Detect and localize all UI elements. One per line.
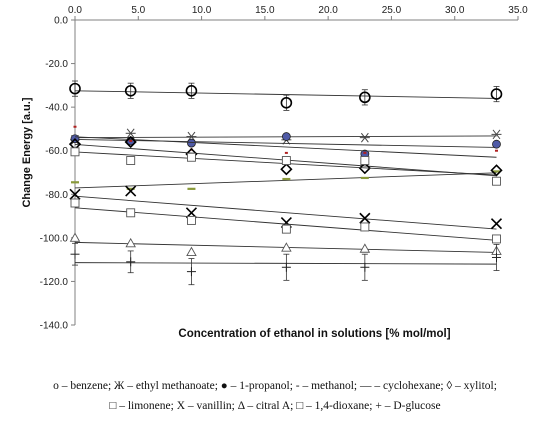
trendline-1-4-dioxane: [74, 207, 497, 241]
point-ethyl-methanoate: [359, 132, 370, 143]
trendline-d-glucose: [74, 262, 497, 265]
point-ethyl-methanoate: [125, 128, 136, 139]
point-xylitol: [358, 162, 371, 175]
legend-line-1: o – benzene; Ж – ethyl methanoate; ● – 1…: [53, 380, 497, 392]
point-vanillin: [359, 212, 371, 224]
x-tick-label: 30.0: [445, 5, 465, 16]
point-vanillin-stroke: [490, 218, 503, 230]
x-tick-label: 10.0: [192, 5, 212, 16]
y-tick-label: -40.0: [45, 103, 68, 114]
point-vanillin: [69, 188, 81, 200]
point-d-glucose: [360, 262, 370, 272]
point-benzene: [359, 91, 371, 104]
y-tick-label: -100.0: [40, 233, 69, 244]
point-ethyl-methanoate-stroke: [492, 129, 501, 140]
y-axis-label: Change Energy [a.u.]: [21, 97, 33, 207]
trendline-vanillin: [74, 195, 497, 230]
point-citral-a: [281, 242, 292, 252]
x-tick-label: 5.0: [131, 5, 145, 16]
point-limonene: [360, 156, 370, 165]
point-1-4-dioxane: [492, 234, 501, 244]
x-tick-label: 15.0: [255, 5, 275, 16]
point-1-propanol: [492, 139, 501, 149]
point-1-propanol: [187, 138, 196, 148]
point-vanillin-stroke: [69, 188, 81, 200]
trendline-benzene: [74, 90, 497, 99]
scatter-chart: 0.0 5.0 10.0 15.0 20.0 25.0 30.0 35.0 0.0 -20.0 -4…: [21, 5, 528, 340]
point-citral-a: [125, 237, 136, 248]
point-limonene: [126, 156, 136, 165]
x-tick-label: 20.0: [318, 5, 338, 16]
point-citral-a: [186, 246, 197, 256]
point-d-glucose: [491, 252, 501, 262]
point-limonene: [281, 156, 291, 165]
point-vanillin: [125, 185, 137, 197]
trendline-methanol: [74, 136, 497, 158]
point-1-4-dioxane: [360, 222, 370, 232]
point-benzene: [69, 82, 81, 95]
point-1-4-dioxane: [186, 215, 196, 225]
point-d-glucose: [281, 262, 291, 272]
point-citral-a: [359, 243, 371, 253]
point-1-4-dioxane: [126, 208, 136, 218]
point-citral-a: [69, 232, 81, 242]
x-tick-label: 25.0: [382, 5, 402, 16]
point-1-4-dioxane: [281, 224, 291, 234]
point-d-glucose: [126, 257, 136, 267]
y-tick-label: 0.0: [54, 16, 68, 27]
point-vanillin-stroke: [125, 185, 137, 197]
point-ethyl-methanoate-stroke: [126, 128, 135, 139]
x-axis-label: Concentration of ethanol in solutions [%…: [178, 328, 450, 340]
point-limonene: [70, 147, 80, 157]
y-tick-label: -20.0: [45, 59, 68, 70]
point-1-propanol: [281, 132, 291, 141]
point-ethyl-methanoate-stroke: [360, 132, 369, 143]
point-benzene: [185, 85, 198, 97]
point-limonene: [492, 176, 501, 186]
point-xylitol: [280, 163, 293, 176]
point-ethyl-methanoate: [491, 129, 502, 140]
point-benzene: [280, 96, 293, 109]
point-xylitol: [490, 164, 503, 177]
point-d-glucose: [186, 267, 196, 277]
x-tick-label: 35.0: [508, 5, 528, 16]
y-tick-label: -120.0: [40, 277, 69, 288]
point-1-4-dioxane: [70, 198, 80, 208]
legend: o – benzene; Ж – ethyl methanoate; ● – 1…: [0, 376, 550, 416]
point-limonene: [186, 152, 196, 162]
point-vanillin-stroke: [359, 212, 371, 224]
legend-line-2: □ – limonene; Χ – vanillin; Δ – citral A…: [109, 400, 441, 412]
point-d-glucose: [70, 249, 80, 259]
trendline-1-propanol: [74, 139, 497, 148]
point-xylitol: [124, 135, 137, 149]
point-vanillin: [490, 218, 503, 230]
y-tick-label: -60.0: [45, 146, 68, 157]
point-benzene: [490, 88, 503, 100]
y-tick-label: -140.0: [40, 321, 69, 332]
point-benzene: [124, 85, 137, 97]
y-tick-label: -80.0: [45, 190, 68, 201]
x-tick-label: 0.0: [68, 5, 82, 16]
trendline-cyclohexane: [74, 172, 497, 189]
chart-area: 0.0 5.0 10.0 15.0 20.0 25.0 30.0 35.0 0.0 -20.0 -4…: [21, 5, 528, 340]
